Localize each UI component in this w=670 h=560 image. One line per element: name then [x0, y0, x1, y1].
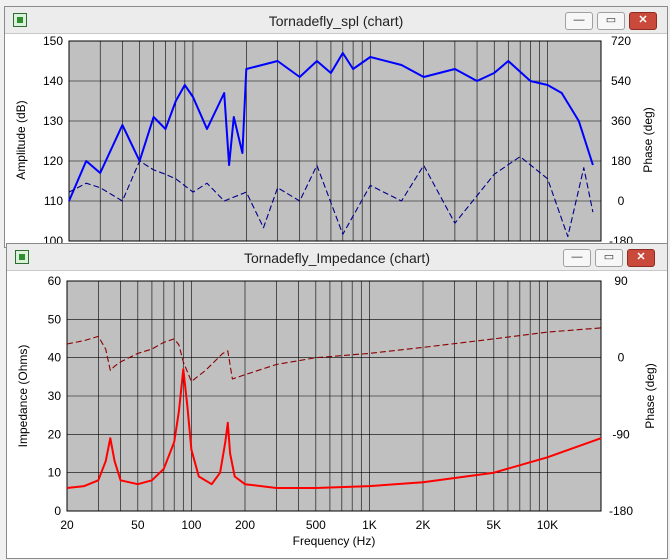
impedance-window-titlebar[interactable]: Tornadefly_Impedance (chart) — ▭ ✕: [7, 244, 667, 271]
grid: [66, 280, 602, 512]
series: [68, 52, 594, 238]
app-icon: [13, 13, 27, 27]
y2-axis-label: Phase (deg): [643, 363, 657, 428]
y2-tick-label: 0: [618, 351, 625, 365]
y-axis-label: Impedance (Ohms): [16, 345, 30, 448]
restore-button[interactable]: ▭: [597, 12, 625, 30]
x-axis-label: Frequency (Hz): [293, 534, 376, 548]
y-tick-label: 130: [43, 114, 63, 128]
y2-axis-label: Phase (deg): [641, 107, 655, 172]
close-button[interactable]: ✕: [627, 249, 655, 267]
x-tick-label: 500: [306, 518, 326, 532]
y2-tick-label: 720: [611, 34, 631, 48]
x-tick-label: 5K: [486, 518, 501, 532]
spl-window-title: Tornadefly_spl (chart): [268, 13, 404, 29]
y-tick-label: 10: [48, 466, 62, 480]
y2-tick-label: -90: [612, 427, 630, 441]
x-ticks: 20 50 100 200 500 1K 2K 5K 10K: [60, 518, 558, 532]
y-tick-label: 150: [43, 34, 63, 48]
restore-button[interactable]: ▭: [595, 249, 623, 267]
x-tick-label: 2K: [416, 518, 431, 532]
y-tick-label: 20: [48, 427, 62, 441]
y2-tick-label: -180: [609, 504, 633, 518]
x-tick-label: 200: [235, 518, 255, 532]
y2-tick-label: 360: [611, 114, 631, 128]
y-tick-label: 50: [48, 312, 62, 326]
series: [66, 327, 602, 489]
x-tick-label: 100: [181, 518, 201, 532]
x-tick-label: 1K: [362, 518, 377, 532]
spl-window-titlebar[interactable]: Tornadefly_spl (chart) — ▭ ✕: [5, 7, 667, 34]
y2-tick-label: 540: [611, 74, 631, 88]
minimize-button[interactable]: —: [563, 249, 591, 267]
plot-area: [68, 40, 602, 242]
y-tick-label: 140: [43, 74, 63, 88]
x-tick-label: 20: [60, 518, 74, 532]
close-button[interactable]: ✕: [629, 12, 657, 30]
y-tick-label: 0: [54, 504, 61, 518]
phase-series-line: [66, 327, 602, 383]
spl-chart-window: Tornadefly_spl (chart) — ▭ ✕ 150 140 130 12…: [4, 6, 668, 248]
y-tick-label: 110: [44, 194, 63, 208]
y-tick-label: 60: [48, 274, 62, 288]
x-tick-label: 50: [131, 518, 145, 532]
grid: [68, 40, 602, 242]
magnitude-series-line: [66, 368, 602, 489]
y2-ticks: 90 0 -90 -180: [609, 274, 633, 518]
impedance-chart-window: Tornadefly_Impedance (chart) — ▭ ✕ 60 50 4…: [6, 243, 668, 559]
magnitude-series-line: [68, 52, 594, 202]
y-axis-label: Amplitude (dB): [14, 100, 28, 179]
minimize-button[interactable]: —: [565, 12, 593, 30]
y-tick-label: 120: [43, 154, 63, 168]
x-tick-label: 10K: [537, 518, 558, 532]
app-icon: [15, 250, 29, 264]
y2-tick-label: 90: [614, 274, 628, 288]
y2-tick-label: 0: [618, 194, 625, 208]
impedance-window-title: Tornadefly_Impedance (chart): [244, 250, 430, 266]
y2-tick-label: 180: [611, 154, 631, 168]
y-ticks: 60 50 40 30 20 10 0: [48, 274, 62, 518]
y-tick-label: 30: [48, 389, 62, 403]
phase-series-line: [68, 156, 594, 238]
y-tick-label: 40: [48, 351, 62, 365]
